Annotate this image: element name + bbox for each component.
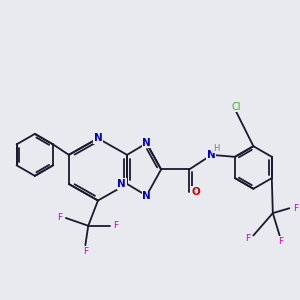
Text: N: N <box>207 150 215 160</box>
Text: N: N <box>142 191 151 201</box>
Text: F: F <box>246 234 251 243</box>
Text: F: F <box>58 214 63 223</box>
Text: O: O <box>191 187 200 197</box>
Text: N: N <box>118 179 126 189</box>
Text: N: N <box>94 133 102 143</box>
Text: H: H <box>213 144 220 153</box>
Text: F: F <box>83 247 88 256</box>
Text: Cl: Cl <box>232 102 241 112</box>
Text: N: N <box>142 138 151 148</box>
Text: F: F <box>293 204 298 213</box>
Text: F: F <box>113 221 118 230</box>
Text: F: F <box>278 237 284 246</box>
